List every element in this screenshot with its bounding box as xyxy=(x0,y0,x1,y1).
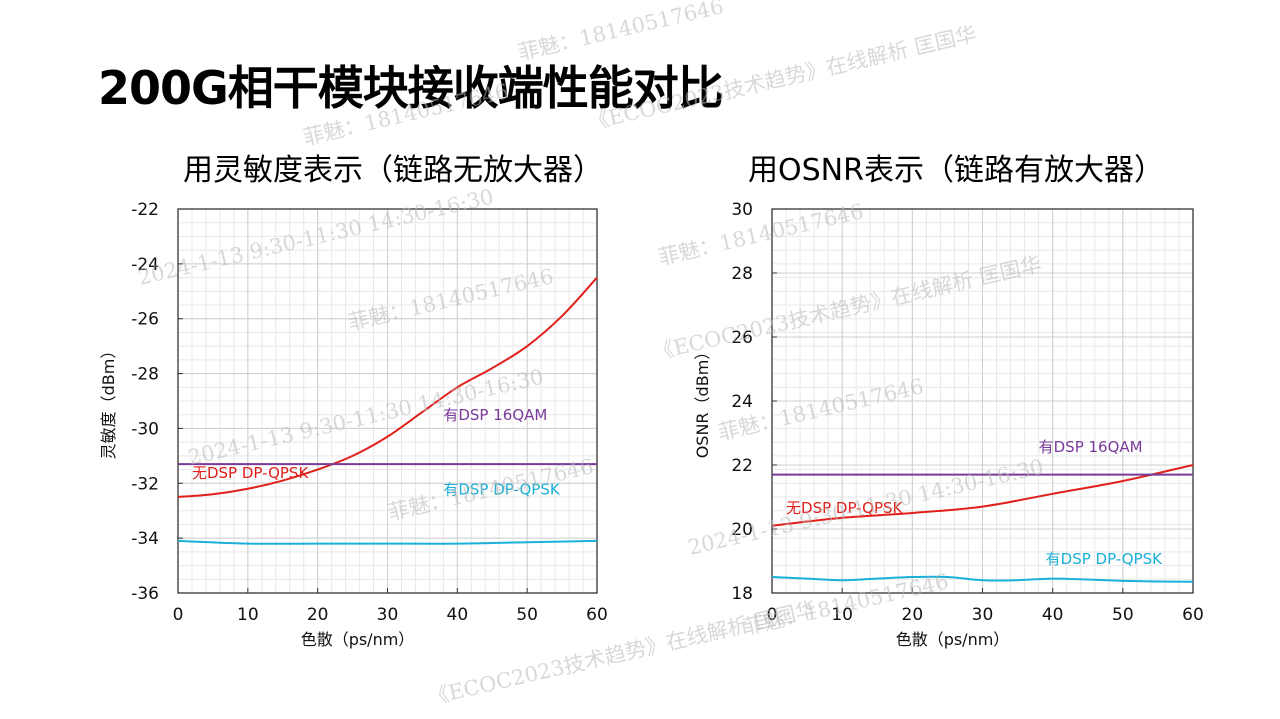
x-tick-label: 40 xyxy=(1042,605,1064,625)
x-axis-label: 色散（ps/nm） xyxy=(301,630,415,649)
y-tick-label: -24 xyxy=(131,255,159,275)
chart-title-sensitivity: 用灵敏度表示（链路无放大器） xyxy=(183,153,603,188)
y-tick-label: -30 xyxy=(131,419,159,439)
y-tick-label: 26 xyxy=(731,328,753,348)
watermark-text: 《ECOC2023技术趋势》在线解析 匡国华 xyxy=(426,597,819,710)
x-tick-label: 30 xyxy=(377,605,399,625)
x-tick-label: 50 xyxy=(1112,605,1134,625)
x-axis-label: 色散（ps/nm） xyxy=(896,630,1010,649)
y-tick-label: 28 xyxy=(731,264,753,284)
y-tick-label: -22 xyxy=(131,200,159,220)
series-label-1: 有DSP 16QAM xyxy=(443,406,547,424)
x-tick-label: 20 xyxy=(307,605,329,625)
x-tick-label: 0 xyxy=(173,605,184,625)
watermark-text: 菲魅：18140517646 xyxy=(716,374,926,445)
y-axis-label: 灵敏度（dBm） xyxy=(99,343,118,460)
y-tick-label: 18 xyxy=(731,584,753,604)
watermark-text: 2024-1-13 9:30-11:30 14:30-16:30 xyxy=(686,455,1046,560)
series-label-1: 无DSP DP-QPSK xyxy=(786,499,903,517)
series-label-0: 有DSP 16QAM xyxy=(1039,438,1143,456)
x-tick-label: 60 xyxy=(1182,605,1204,625)
y-tick-label: -28 xyxy=(131,365,159,385)
x-tick-label: 10 xyxy=(831,605,853,625)
series-label-0: 无DSP DP-QPSK xyxy=(192,464,309,482)
x-tick-label: 60 xyxy=(586,605,608,625)
watermark-text: 2024-1-13 9:30-11:30 14:30-16:30 xyxy=(186,365,546,470)
watermark-text: 菲魅：18140517646 xyxy=(346,264,556,335)
series-line-0 xyxy=(177,276,598,498)
x-tick-label: 0 xyxy=(767,605,778,625)
watermark-text: 《ECOC2023技术趋势》在线解析 匡国华 xyxy=(586,22,979,135)
y-tick-label: 30 xyxy=(731,200,753,220)
series-line-2 xyxy=(177,539,598,545)
x-tick-label: 20 xyxy=(902,605,924,625)
x-tick-label: 10 xyxy=(237,605,259,625)
watermark-text: 菲魅：18140517646 xyxy=(656,199,866,270)
series-line-0 xyxy=(771,464,1194,527)
y-tick-label: -36 xyxy=(131,584,159,604)
y-tick-label: -26 xyxy=(131,310,159,330)
series-label-2: 有DSP DP-QPSK xyxy=(1046,550,1163,568)
y-axis-label: OSNR（dBm） xyxy=(693,344,712,459)
watermark-text: 菲魅：18140517646 xyxy=(386,454,596,525)
y-tick-label: -34 xyxy=(131,529,159,549)
slide-title: 200G相干模块接收端性能对比 xyxy=(98,61,724,115)
watermark-text: 《ECOC2023技术趋势》在线解析 匡国华 xyxy=(651,252,1044,365)
y-tick-label: -32 xyxy=(131,474,159,494)
y-tick-label: 22 xyxy=(731,456,753,476)
series-line-2 xyxy=(771,575,1194,583)
x-tick-label: 30 xyxy=(972,605,994,625)
chart-title-osnr: 用OSNR表示（链路有放大器） xyxy=(748,153,1164,188)
y-tick-label: 24 xyxy=(731,392,753,412)
watermark-text: 2024-1-13 9:30-11:30 14:30-16:30 xyxy=(136,185,496,290)
y-tick-label: 20 xyxy=(731,520,753,540)
watermark-text: 菲魅：18140517646 xyxy=(301,79,511,150)
x-tick-label: 50 xyxy=(516,605,538,625)
x-tick-label: 40 xyxy=(447,605,469,625)
series-label-2: 有DSP DP-QPSK xyxy=(443,480,560,498)
watermark-text: 菲魅：18140517646 xyxy=(516,0,726,65)
